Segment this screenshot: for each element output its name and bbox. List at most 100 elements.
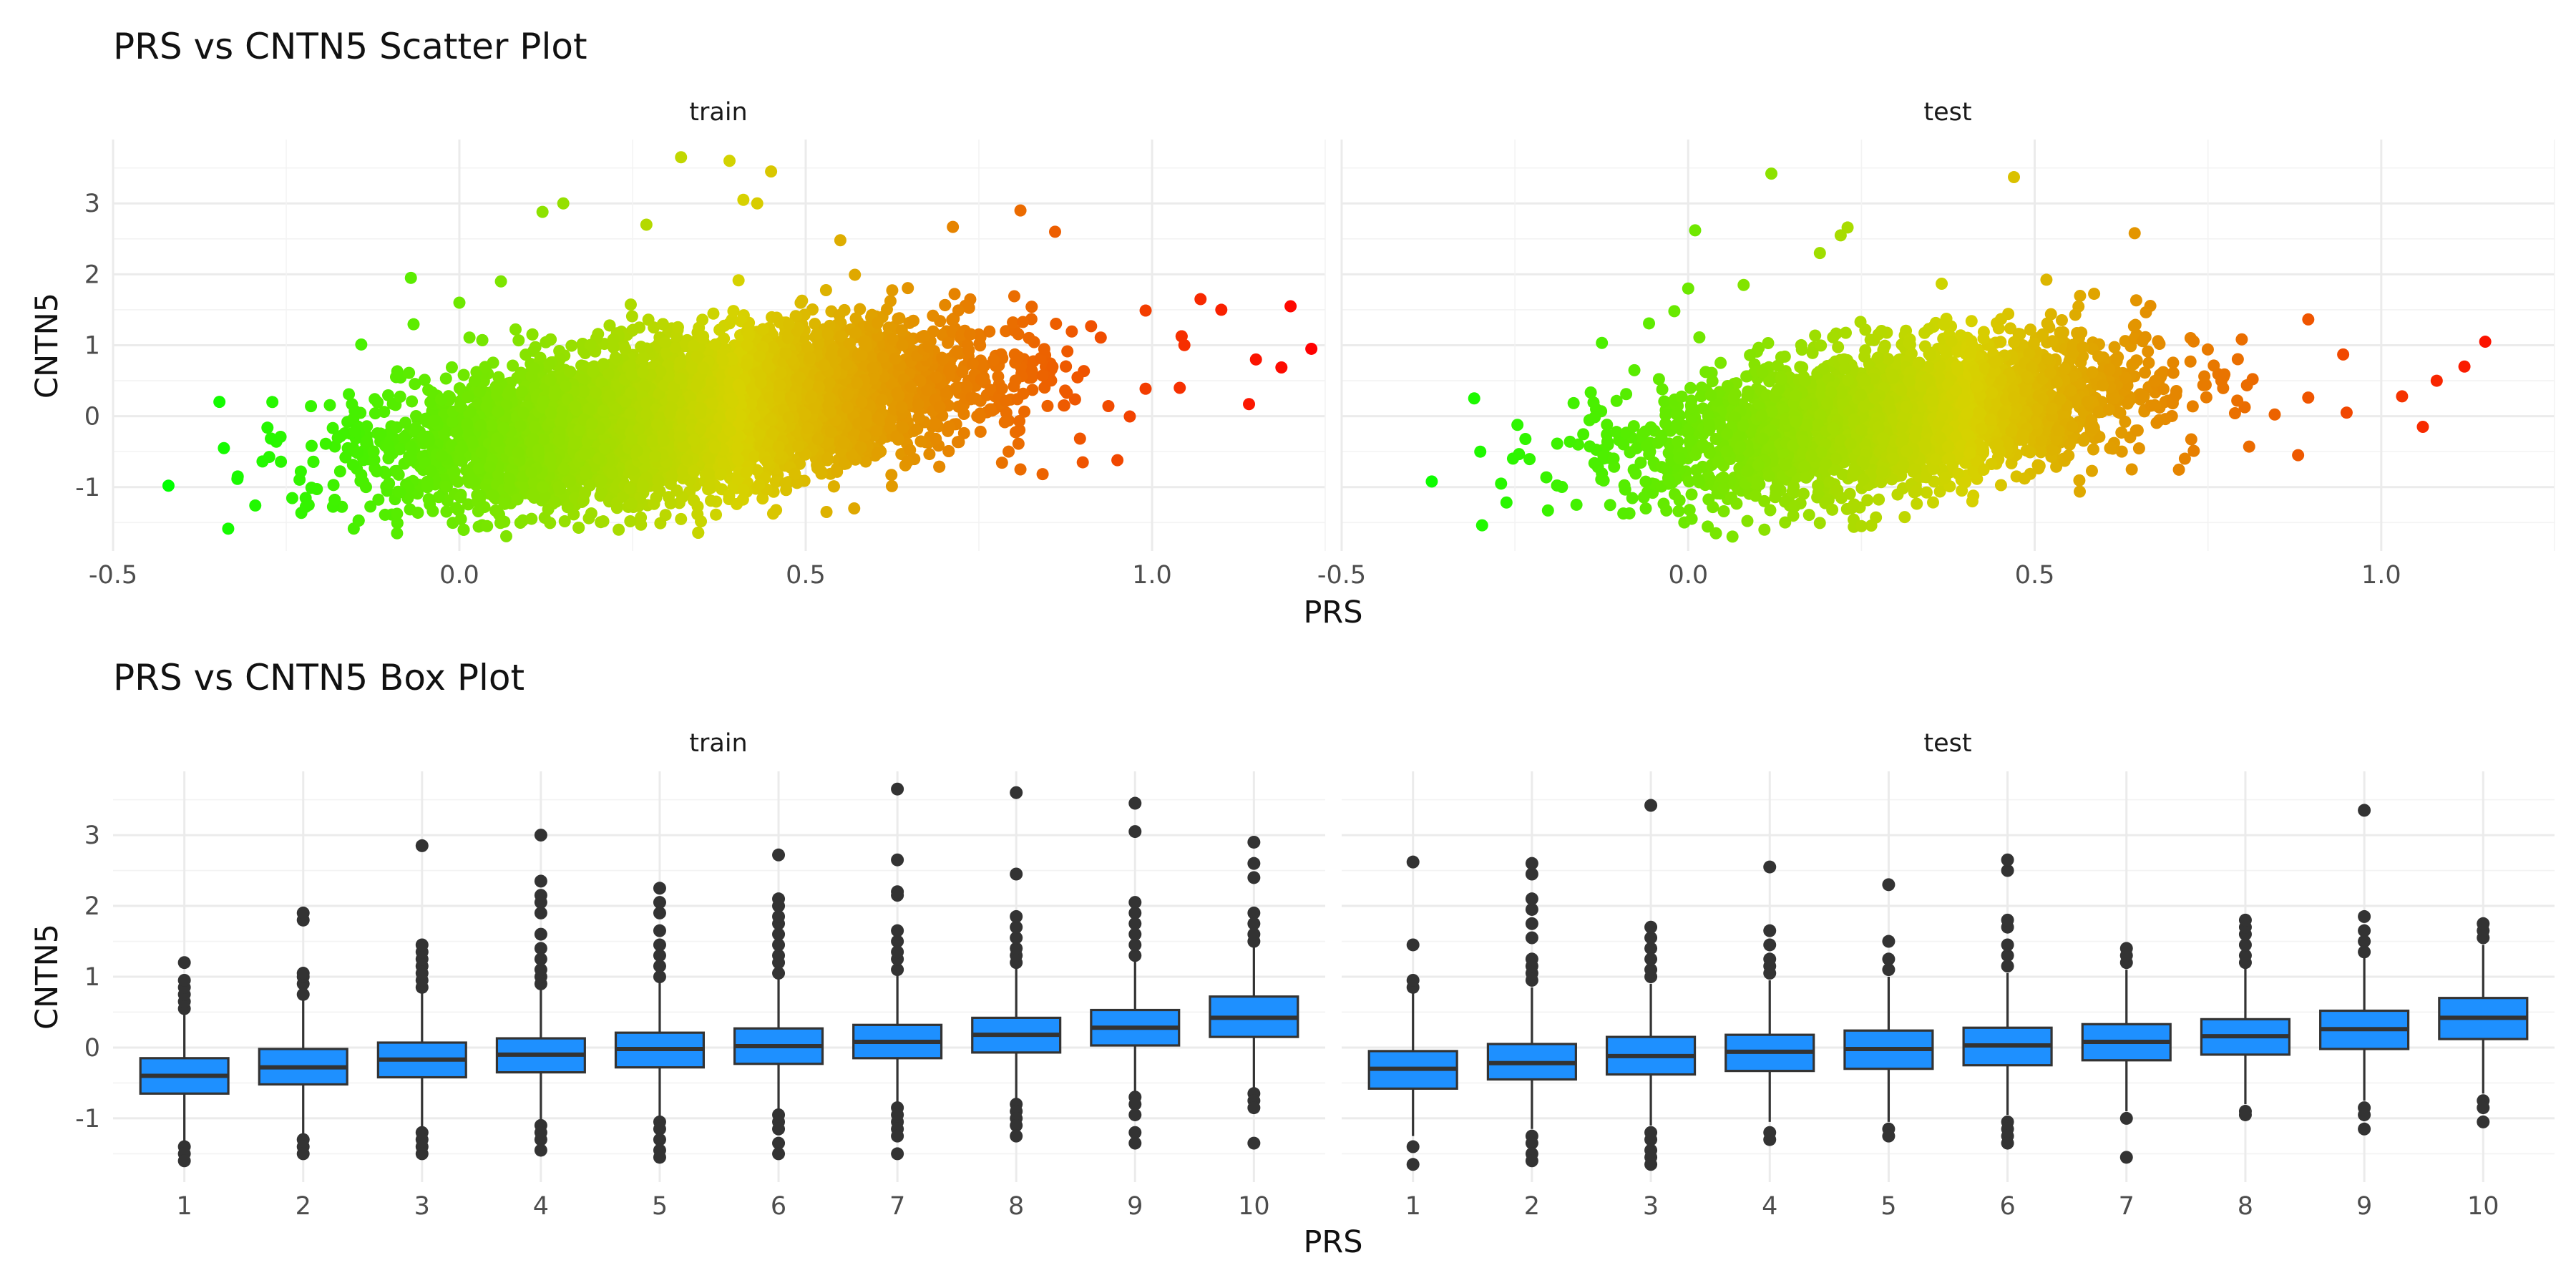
scatter-point: [627, 323, 640, 336]
scatter-point: [558, 515, 571, 528]
scatter-point: [305, 400, 318, 413]
scatter-point: [732, 274, 745, 287]
scatter-point: [544, 517, 557, 530]
scatter-point: [445, 361, 458, 374]
scatter-point: [1050, 317, 1063, 330]
scatter-point: [372, 493, 385, 506]
scatter-point: [294, 465, 307, 478]
scatter-point: [654, 517, 667, 530]
scatter-point: [885, 479, 898, 492]
scatter-train-y-tick-label: 3: [84, 190, 100, 218]
scatter-point: [880, 303, 893, 316]
scatter-point: [766, 507, 779, 520]
scatter-point: [952, 304, 965, 317]
scatter-point: [346, 398, 358, 411]
scatter-point: [525, 512, 538, 525]
scatter-point: [479, 361, 492, 374]
scatter-point: [965, 391, 978, 404]
scatter-point: [379, 508, 391, 521]
scatter-point: [507, 359, 519, 372]
scatter-point: [957, 426, 970, 439]
scatter-point: [819, 284, 832, 297]
scatter-point: [948, 288, 961, 301]
scatter-point: [404, 454, 416, 467]
scatter-facet-label-train: train: [689, 98, 747, 127]
scatter-point: [499, 530, 512, 542]
scatter-point: [624, 298, 637, 311]
scatter-train-x-tick-label: 0.5: [786, 561, 826, 590]
scatter-train-y-tick-label: 0: [84, 403, 100, 431]
scatter-point: [902, 282, 914, 295]
scatter-train-y-tick-label: -1: [75, 474, 100, 502]
scatter-point: [1041, 399, 1054, 412]
scatter-point: [705, 494, 718, 507]
scatter-point: [305, 439, 318, 452]
scatter-point: [1102, 400, 1115, 413]
scatter-point: [648, 497, 660, 510]
scatter-point: [886, 284, 899, 297]
scatter-point: [1071, 371, 1084, 384]
scatter-point: [695, 515, 708, 528]
scatter-point: [582, 512, 595, 525]
scatter-point: [1139, 304, 1152, 317]
scatter-point: [263, 451, 275, 464]
scatter-point: [286, 492, 298, 504]
scatter-point: [1008, 290, 1020, 303]
scatter-point: [394, 443, 406, 456]
scatter-train-x-tick-label: 0.0: [439, 561, 479, 590]
scatter-point: [1073, 432, 1086, 445]
scatter-point: [1094, 331, 1107, 344]
scatter-point: [213, 396, 226, 409]
scatter-point: [305, 482, 318, 494]
scatter-point: [1025, 364, 1038, 377]
scatter-point: [756, 492, 769, 505]
scatter-point: [222, 522, 235, 535]
scatter-point: [519, 348, 532, 361]
scatter-facet-label-test: test: [1923, 98, 1971, 127]
scatter-plot-title: PRS vs CNTN5 Scatter Plot: [113, 26, 587, 67]
scatter-point: [1085, 320, 1098, 333]
scatter-point: [347, 412, 360, 425]
scatter-point: [432, 491, 445, 504]
scatter-point: [1012, 437, 1025, 450]
scatter-point: [421, 480, 434, 493]
scatter-point: [409, 378, 421, 391]
scatter-point: [449, 502, 462, 514]
scatter-point: [403, 366, 416, 379]
scatter-point: [923, 448, 936, 461]
scatter-point: [361, 435, 374, 448]
scatter-point: [355, 338, 368, 351]
scatter-point: [364, 500, 377, 513]
scatter-point: [399, 416, 412, 429]
scatter-point: [457, 369, 470, 381]
scatter-point: [346, 459, 359, 472]
scatter-point: [1139, 382, 1152, 395]
scatter-point: [635, 511, 648, 524]
scatter-point: [625, 310, 638, 323]
scatter-point: [333, 465, 346, 478]
scatter-point: [463, 331, 476, 344]
scatter-point: [326, 421, 339, 434]
scatter-point: [454, 512, 467, 525]
scatter-point: [914, 435, 927, 448]
scatter-point: [319, 437, 332, 450]
scatter-point: [407, 318, 420, 331]
scatter-point: [1000, 325, 1013, 338]
scatter-point: [1123, 410, 1136, 423]
scatter-point: [261, 421, 274, 434]
scatter-train-y-tick-label: 2: [84, 260, 100, 289]
scatter-point: [406, 395, 419, 408]
scatter-point: [995, 382, 1008, 395]
scatter-point: [849, 268, 862, 281]
scatter-point: [1059, 384, 1072, 397]
scatter-point: [392, 468, 405, 481]
scatter-point: [885, 469, 898, 482]
scatter-train-y-tick-label: 1: [84, 332, 100, 361]
scatter-point: [904, 444, 917, 457]
scatter-point: [1058, 399, 1070, 412]
scatter-train-x-tick-label: -0.5: [89, 561, 137, 590]
scatter-point: [323, 399, 336, 411]
